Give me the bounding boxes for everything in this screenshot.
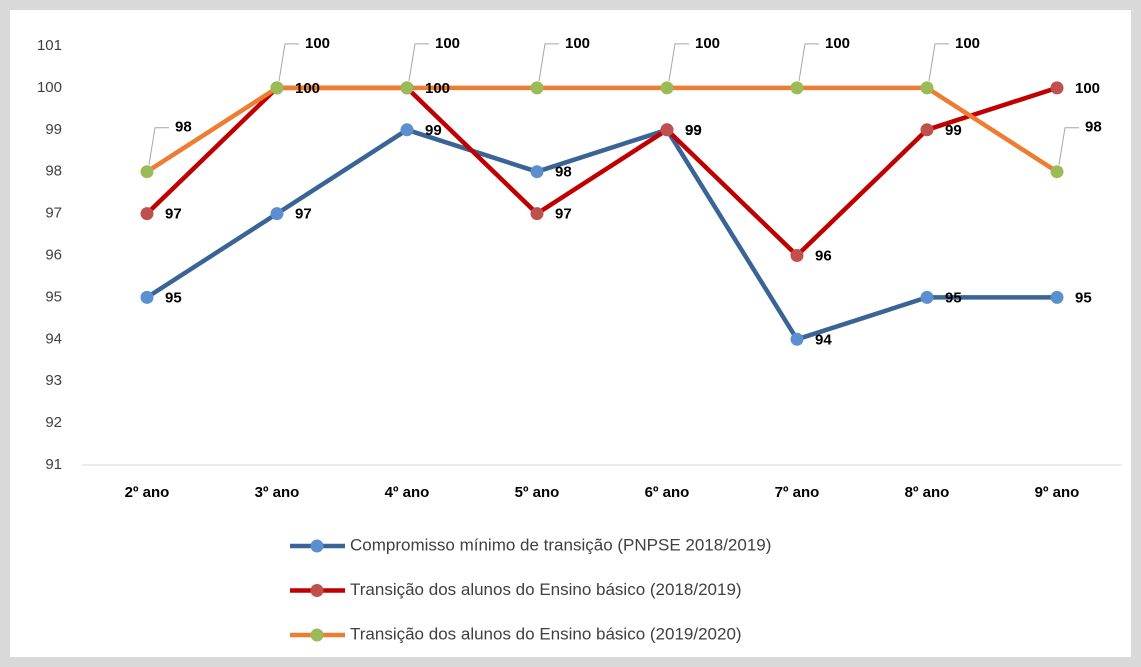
data-label: 100 <box>695 35 720 52</box>
label-leader <box>668 43 689 81</box>
marker <box>530 81 544 95</box>
y-tick-label: 92 <box>45 414 62 431</box>
label-leader <box>148 127 169 165</box>
data-label: 98 <box>175 119 192 136</box>
y-tick-label: 99 <box>45 121 62 138</box>
marker <box>920 123 934 137</box>
data-label: 100 <box>295 80 320 97</box>
label-leader <box>278 43 299 81</box>
label-leader <box>1058 127 1079 165</box>
x-tick-label: 3º ano <box>255 484 300 501</box>
data-label: 99 <box>945 122 962 139</box>
marker <box>270 81 284 95</box>
marker <box>140 290 154 304</box>
data-label: 95 <box>165 289 182 306</box>
y-tick-label: 97 <box>45 205 62 222</box>
data-label: 99 <box>685 122 702 139</box>
data-label: 100 <box>825 35 850 52</box>
legend-marker <box>310 539 324 553</box>
data-label: 97 <box>165 206 182 223</box>
data-label: 100 <box>955 35 980 52</box>
data-label: 97 <box>555 206 572 223</box>
y-tick-label: 95 <box>45 288 62 305</box>
label-leader <box>798 43 819 81</box>
data-label: 94 <box>815 331 832 348</box>
marker <box>140 165 154 179</box>
y-tick-label: 101 <box>37 37 62 54</box>
marker <box>270 207 284 221</box>
legend-marker <box>310 628 324 642</box>
marker <box>400 123 414 137</box>
marker <box>660 81 674 95</box>
data-label: 100 <box>435 35 460 52</box>
data-label: 99 <box>425 122 442 139</box>
data-label: 95 <box>1075 289 1092 306</box>
data-label: 100 <box>425 80 450 97</box>
marker <box>400 81 414 95</box>
data-label: 98 <box>555 164 572 181</box>
marker <box>530 207 544 221</box>
x-tick-label: 7º ano <box>775 484 820 501</box>
legend-label: Compromisso mínimo de transição (PNPSE 2… <box>350 535 771 554</box>
legend-label: Transição dos alunos do Ensino básico (2… <box>350 624 742 643</box>
x-tick-label: 9º ano <box>1035 484 1080 501</box>
data-label: 96 <box>815 247 832 264</box>
marker <box>530 165 544 179</box>
x-tick-label: 2º ano <box>125 484 170 501</box>
label-leader <box>408 43 429 81</box>
legend-label: Transição dos alunos do Ensino básico (2… <box>350 580 742 599</box>
label-leader <box>928 43 949 81</box>
marker <box>140 207 154 221</box>
series-line <box>145 127 1057 342</box>
marker <box>1050 290 1064 304</box>
data-label: 100 <box>565 35 590 52</box>
label-leader <box>538 43 559 81</box>
data-label: 98 <box>1085 119 1102 136</box>
marker <box>920 81 934 95</box>
y-tick-label: 100 <box>37 79 62 96</box>
legend-marker <box>310 584 324 597</box>
data-label: 100 <box>305 35 330 52</box>
marker <box>790 332 804 346</box>
marker <box>790 81 804 95</box>
x-tick-label: 8º ano <box>905 484 950 501</box>
marker <box>1050 165 1064 179</box>
y-tick-label: 98 <box>45 163 62 180</box>
x-tick-label: 4º ano <box>385 484 430 501</box>
marker <box>660 123 674 137</box>
x-tick-label: 5º ano <box>515 484 560 501</box>
y-tick-label: 91 <box>45 456 62 473</box>
data-label: 100 <box>1075 80 1100 97</box>
series-line <box>145 85 1059 174</box>
marker <box>1050 81 1064 95</box>
marker <box>920 290 934 304</box>
data-label: 95 <box>945 289 962 306</box>
y-tick-label: 96 <box>45 246 62 263</box>
x-tick-label: 6º ano <box>645 484 690 501</box>
marker <box>790 249 804 262</box>
y-tick-label: 93 <box>45 372 62 389</box>
y-tick-label: 94 <box>45 330 62 347</box>
data-label: 97 <box>295 206 312 223</box>
data-label: 99 <box>685 122 702 139</box>
